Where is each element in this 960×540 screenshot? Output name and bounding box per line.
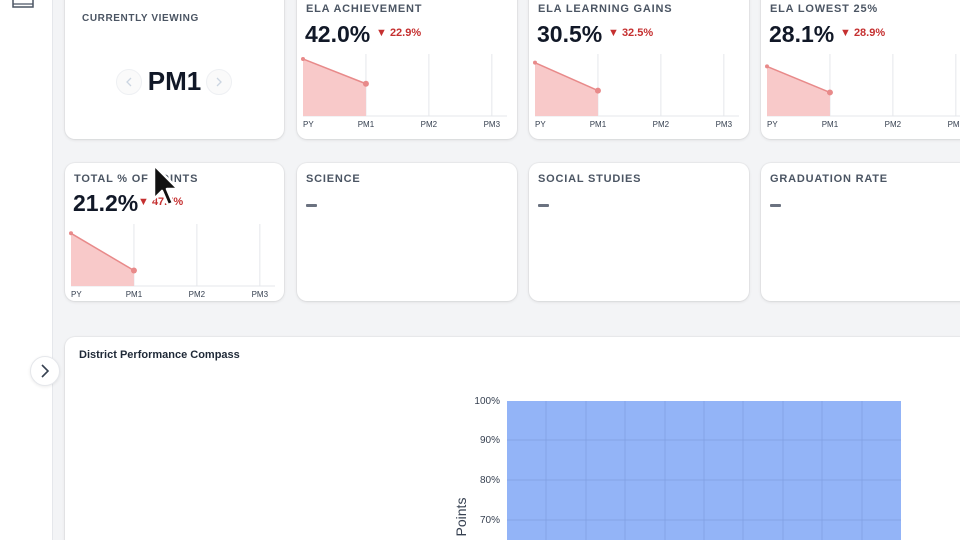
- sparkline-chart: PY PM1 PM2 PM3: [69, 224, 275, 299]
- metric-label: ELA ACHIEVEMENT: [306, 3, 423, 15]
- metric-delta: ▼ 28.9%: [840, 27, 886, 39]
- mouse-cursor-icon: [152, 163, 180, 207]
- sparkline-point: [765, 64, 769, 69]
- compass-chart: 100% 90% 80% 70% Points: [453, 396, 901, 540]
- sparkline-area: [767, 66, 830, 116]
- compass-gridlines: [507, 401, 901, 540]
- sparkline-x-label: PM1: [822, 120, 839, 129]
- sparkline-x-label: PY: [303, 120, 314, 129]
- sparkline-line: [766, 65, 831, 94]
- sparkline-point: [826, 89, 833, 96]
- sparkline-area: [303, 58, 366, 116]
- y-axis-label: Points: [453, 498, 469, 537]
- metric-value: 30.5%: [537, 21, 603, 47]
- metric-value: 28.1%: [769, 21, 835, 47]
- sparkline-x-label: PM1: [590, 120, 607, 129]
- metric-card-graduation-rate[interactable]: GRADUATION RATE: [761, 163, 960, 301]
- sparkline-x-label: PM1: [358, 120, 375, 129]
- currently-viewing-card: CURRENTLY VIEWING PM1: [65, 0, 284, 139]
- metric-card-ela-learning-gains[interactable]: ELA LEARNING GAINS 30.5% ▼ 32.5% PY PM1 PM…: [529, 0, 749, 139]
- metric-card-ela-lowest-25[interactable]: ELA LOWEST 25% 28.1% ▼ 28.9% PY PM1 PM2 PM3: [761, 0, 960, 139]
- metric-delta: ▼ 32.5%: [608, 27, 654, 39]
- metric-label: ELA LEARNING GAINS: [538, 3, 673, 15]
- sparkline-x-label: PY: [71, 290, 82, 299]
- metric-label: SOCIAL STUDIES: [538, 173, 642, 185]
- compass-title: District Performance Compass: [79, 349, 240, 361]
- currently-viewing-label: CURRENTLY VIEWING: [82, 13, 199, 24]
- sidebar-expand-button[interactable]: [30, 356, 60, 386]
- sparkline-x-label: PM3: [716, 120, 733, 129]
- sparkline-line: [70, 232, 135, 272]
- metric-delta: ▼ 22.9%: [376, 27, 422, 39]
- previous-period-button[interactable]: [116, 69, 142, 95]
- metric-value: 21.2%: [73, 190, 139, 216]
- sparkline-x-label: PY: [767, 120, 778, 129]
- sparkline-x-label: PM2: [885, 120, 902, 129]
- district-compass-card: District Performance Compass 100% 90% 80…: [65, 337, 960, 540]
- chevron-right-icon: [216, 77, 222, 87]
- sparkline-x-label: PM1: [126, 290, 143, 299]
- sparkline-line: [302, 58, 367, 85]
- next-period-button[interactable]: [206, 69, 232, 95]
- metric-empty-value: [538, 204, 549, 207]
- metric-value: 42.0%: [305, 21, 371, 47]
- metric-label: SCIENCE: [306, 173, 361, 185]
- sparkline-x-label: PM3: [252, 290, 269, 299]
- metric-card-social-studies[interactable]: SOCIAL STUDIES: [529, 163, 749, 301]
- sparkline-x-label: PM2: [189, 290, 206, 299]
- y-tick-label: 90%: [480, 435, 500, 446]
- metric-label: ELA LOWEST 25%: [770, 3, 878, 15]
- y-tick-label: 70%: [480, 515, 500, 526]
- chevron-left-icon: [126, 77, 132, 87]
- metric-empty-value: [306, 204, 317, 207]
- sparkline-chart: PY PM1 PM2 PM3: [533, 54, 739, 129]
- sparkline-point: [594, 87, 601, 94]
- sparkline-x-label: PM2: [653, 120, 670, 129]
- book-icon[interactable]: [12, 0, 34, 10]
- sidebar: [0, 0, 53, 540]
- sparkline-point: [130, 267, 137, 274]
- sparkline-point: [301, 56, 305, 61]
- sparkline-chart: PY PM1 PM2 PM3: [765, 54, 960, 129]
- sparkline-line: [534, 61, 599, 92]
- metric-empty-value: [770, 204, 781, 207]
- sparkline-x-label: PM3: [484, 120, 501, 129]
- sparkline-point: [69, 231, 73, 236]
- current-period: PM1: [147, 66, 202, 96]
- sparkline-x-label: PM3: [948, 120, 960, 129]
- sparkline-chart: PY PM1 PM2 PM3: [301, 54, 507, 129]
- sparkline-area: [71, 233, 134, 286]
- metric-label: GRADUATION RATE: [770, 173, 888, 185]
- y-tick-label: 80%: [480, 475, 500, 486]
- sparkline-area: [535, 62, 598, 116]
- metric-card-science[interactable]: SCIENCE: [297, 163, 517, 301]
- sparkline-point: [533, 60, 537, 65]
- chevron-right-icon: [41, 364, 50, 378]
- sparkline-x-label: PY: [535, 120, 546, 129]
- y-tick-label: 100%: [474, 396, 500, 407]
- metric-card-ela-achievement[interactable]: ELA ACHIEVEMENT 42.0% ▼ 22.9% PY PM1 PM2 PM…: [297, 0, 517, 139]
- sparkline-point: [362, 80, 369, 87]
- sparkline-x-label: PM2: [421, 120, 438, 129]
